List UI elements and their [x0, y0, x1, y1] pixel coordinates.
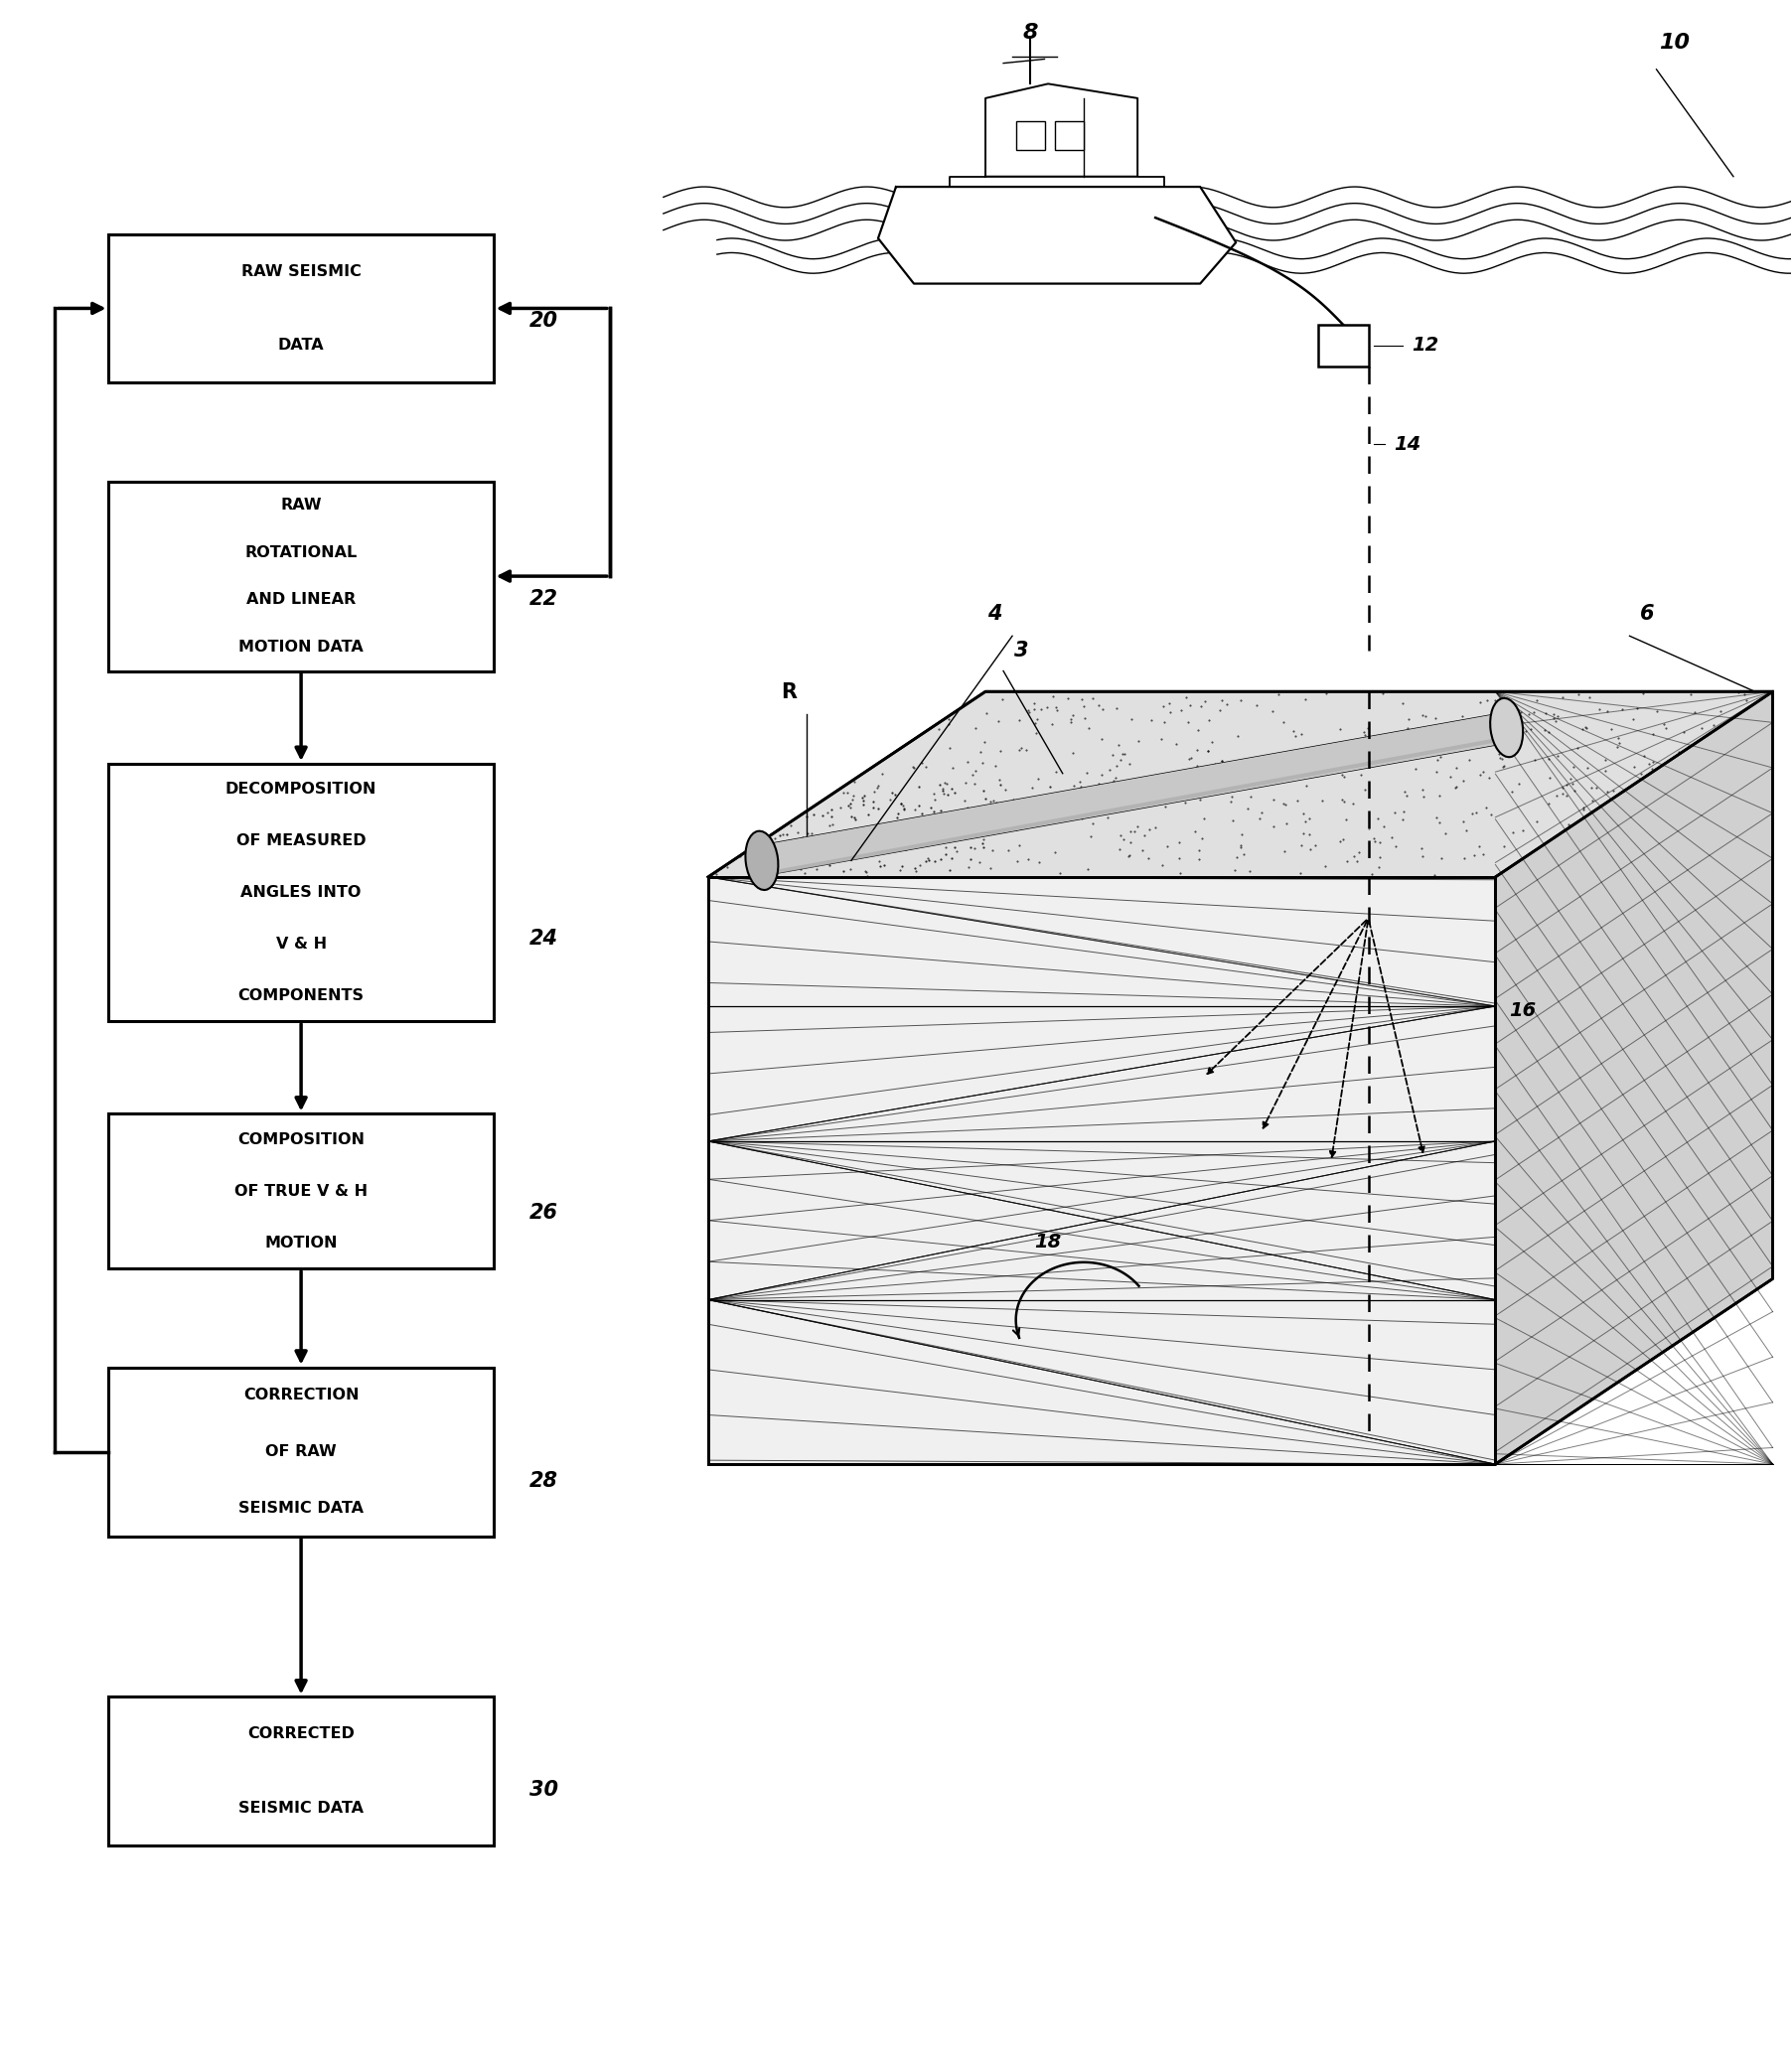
Polygon shape	[986, 85, 1138, 177]
Ellipse shape	[1491, 697, 1523, 757]
Text: COMPOSITION: COMPOSITION	[238, 1133, 364, 1147]
Bar	[109, 1114, 493, 1269]
Text: DECOMPOSITION: DECOMPOSITION	[226, 782, 376, 796]
Text: 20: 20	[529, 312, 557, 330]
Text: 4: 4	[987, 604, 1002, 623]
Text: 24: 24	[529, 928, 557, 949]
Text: 14: 14	[1394, 435, 1421, 454]
Text: DATA: DATA	[278, 338, 324, 353]
Text: OF TRUE V & H: OF TRUE V & H	[235, 1184, 367, 1199]
Text: 26: 26	[529, 1203, 557, 1223]
Text: V & H: V & H	[276, 937, 326, 951]
Text: SEISMIC DATA: SEISMIC DATA	[238, 1500, 364, 1516]
Text: 18: 18	[1034, 1232, 1061, 1250]
Text: 22: 22	[529, 588, 557, 609]
Text: OF MEASURED: OF MEASURED	[237, 833, 366, 848]
Text: RAW: RAW	[281, 497, 323, 512]
Bar	[1016, 122, 1045, 151]
Text: ANGLES INTO: ANGLES INTO	[240, 885, 362, 899]
Text: MOTION DATA: MOTION DATA	[238, 640, 364, 654]
Bar	[1319, 324, 1369, 365]
Text: 8: 8	[1023, 23, 1038, 43]
Text: ROTATIONAL: ROTATIONAL	[246, 545, 357, 559]
Bar	[109, 1698, 493, 1844]
Text: COMPONENTS: COMPONENTS	[238, 988, 364, 1003]
Text: R: R	[781, 683, 797, 701]
Text: MOTION: MOTION	[265, 1236, 337, 1250]
Text: CORRECTED: CORRECTED	[247, 1727, 355, 1741]
Text: AND LINEAR: AND LINEAR	[246, 592, 357, 607]
Polygon shape	[708, 877, 1495, 1465]
Text: SEISMIC DATA: SEISMIC DATA	[238, 1801, 364, 1815]
Text: 3: 3	[1014, 642, 1029, 660]
Text: OF RAW: OF RAW	[265, 1444, 337, 1459]
Text: RAW SEISMIC: RAW SEISMIC	[242, 264, 362, 279]
Bar	[109, 763, 493, 1021]
Text: 10: 10	[1659, 33, 1690, 54]
Polygon shape	[708, 691, 1772, 877]
Text: 30: 30	[529, 1780, 557, 1799]
Polygon shape	[1495, 691, 1772, 1465]
Bar	[109, 481, 493, 670]
Text: 28: 28	[529, 1471, 557, 1492]
Bar	[1055, 122, 1084, 151]
Text: CORRECTION: CORRECTION	[244, 1388, 358, 1403]
Ellipse shape	[745, 831, 778, 889]
Text: 16: 16	[1509, 1001, 1536, 1021]
Bar	[109, 1368, 493, 1537]
Polygon shape	[878, 188, 1236, 283]
Text: 12: 12	[1412, 336, 1439, 355]
Bar	[109, 235, 493, 382]
Text: 6: 6	[1640, 604, 1654, 623]
